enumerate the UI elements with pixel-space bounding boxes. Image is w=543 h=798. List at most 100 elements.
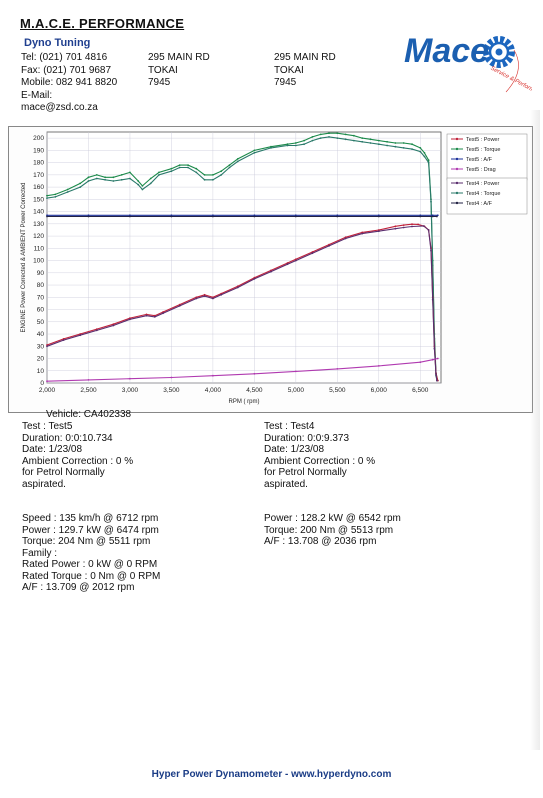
y-tick-label: 40	[37, 331, 45, 338]
legend-entry: Test5 : A/F	[466, 157, 493, 163]
data-point	[129, 171, 131, 174]
email-label: E-Mail:	[21, 89, 53, 101]
data-point	[294, 142, 297, 144]
data-point	[402, 226, 405, 229]
data-point	[46, 194, 48, 197]
data-point	[104, 176, 106, 179]
data-point	[87, 215, 90, 218]
test5-rated-power: Rated Power : 0 kW @ 0 RPM	[22, 559, 158, 570]
test5-results: Speed : 135 km/h @ 6712 rpm Power : 129.…	[22, 513, 160, 594]
data-point	[435, 373, 437, 376]
address-line: TOKAI	[274, 64, 304, 76]
data-point	[112, 176, 115, 179]
legend-marker	[455, 147, 459, 151]
data-point	[236, 158, 239, 160]
data-point	[195, 171, 198, 174]
y-tick-label: 200	[33, 135, 44, 142]
data-point	[212, 215, 214, 218]
test5-torque: Torque: 204 Nm @ 5511 rpm	[22, 536, 151, 547]
y-tick-label: 60	[37, 307, 45, 314]
data-point	[54, 196, 57, 198]
data-point	[228, 164, 231, 166]
data-point	[137, 183, 140, 186]
y-tick-label: 180	[33, 160, 44, 167]
test4-duration: Duration: 0:0:9.373	[264, 432, 350, 444]
data-point	[46, 215, 48, 218]
y-tick-label: 0	[40, 380, 44, 387]
test5-af: A/F : 13.709 @ 2012 rpm	[22, 582, 135, 593]
data-point	[141, 188, 144, 191]
data-point	[145, 313, 148, 316]
y-tick-label: 140	[33, 209, 44, 216]
data-point	[286, 144, 289, 147]
y-tick-label: 110	[34, 245, 45, 252]
series-line	[46, 357, 438, 382]
data-point	[319, 133, 322, 136]
y-tick-label: 70	[37, 294, 45, 301]
legend-marker	[455, 137, 459, 141]
y-tick-label: 90	[37, 270, 45, 277]
x-tick-label: 6,500	[412, 387, 429, 394]
legend-box	[446, 177, 528, 215]
data-point	[104, 178, 106, 181]
data-point	[311, 136, 314, 138]
data-point	[149, 177, 152, 180]
data-point	[328, 243, 330, 246]
data-point	[311, 252, 314, 255]
data-point	[54, 193, 57, 196]
y-tick-label: 50	[37, 319, 45, 326]
legend-marker	[455, 181, 459, 185]
data-point	[411, 223, 413, 226]
data-point	[419, 361, 422, 364]
data-point	[270, 270, 272, 273]
data-point	[427, 229, 430, 231]
y-tick-label: 20	[37, 356, 45, 363]
data-point	[129, 215, 131, 218]
data-point	[129, 318, 131, 321]
email-text: mace@zsd.co.za	[21, 102, 98, 113]
data-point	[377, 215, 380, 218]
test5-details: Test : Test5 Duration: 0:0:10.734 Date: …	[22, 421, 133, 490]
dyno-chart: 0 10 20 30 40 50 60 70 80 90 100 110 120 130 140 150 160…	[8, 126, 533, 413]
logo-text: Mace	[404, 32, 489, 70]
data-point	[419, 150, 422, 153]
data-point	[361, 140, 364, 143]
legend-entry: Test5 : Torque	[466, 147, 500, 153]
data-point	[203, 295, 206, 297]
x-tick-label: 6,000	[371, 387, 388, 394]
data-point	[95, 329, 98, 332]
x-tick-label: 5,500	[329, 387, 346, 394]
data-point	[66, 188, 69, 191]
data-point	[145, 314, 148, 317]
data-point	[402, 142, 405, 144]
test4-fuel: for Petrol Normally	[264, 467, 347, 478]
data-point	[394, 227, 397, 230]
test5-duration: Duration: 0:0:10.734	[22, 432, 113, 444]
test4-aspirated: aspirated.	[264, 478, 308, 490]
address-block-1: 295 MAIN RD TOKAI 7945	[148, 52, 210, 90]
data-point	[411, 148, 413, 150]
test4-results: Power : 128.2 kW @ 6542 rpm Torque: 200 …	[264, 513, 401, 548]
legend-entry: Test5 : Power	[466, 137, 499, 143]
data-point	[195, 167, 198, 170]
data-point	[353, 139, 355, 142]
address-line: 7945	[274, 77, 297, 88]
data-point	[419, 147, 422, 149]
data-point	[195, 297, 198, 300]
data-point	[170, 167, 173, 170]
test4-torque: Torque: 200 Nm @ 5513 rpm	[264, 524, 394, 536]
data-point	[187, 164, 189, 166]
data-point	[344, 138, 347, 141]
legend-marker	[455, 191, 459, 195]
data-point	[286, 263, 289, 266]
data-point	[336, 132, 339, 135]
test5-power: Power : 129.7 kW @ 6474 rpm	[22, 524, 159, 536]
data-point	[112, 323, 115, 326]
data-point	[137, 180, 140, 182]
data-point	[344, 133, 347, 136]
data-point	[422, 225, 425, 227]
x-axis-label: RPM ( rpm)	[229, 399, 260, 405]
data-point	[66, 191, 69, 193]
data-point	[286, 143, 289, 146]
data-point	[79, 186, 82, 188]
